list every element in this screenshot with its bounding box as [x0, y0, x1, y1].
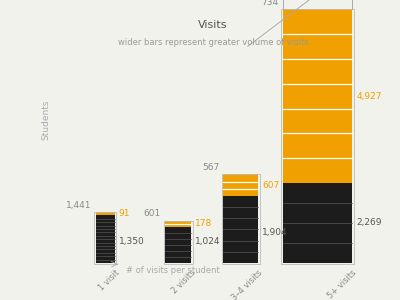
Text: 1,350: 1,350 [119, 237, 144, 246]
Bar [281, 9, 354, 264]
Bar [165, 220, 191, 227]
Text: 91: 91 [119, 209, 130, 218]
Bar [223, 175, 258, 196]
Text: 567: 567 [202, 163, 219, 172]
Bar [282, 9, 352, 183]
Text: 178: 178 [195, 219, 213, 228]
Bar [96, 215, 115, 263]
Text: 1,904: 1,904 [262, 228, 288, 237]
Bar [223, 196, 258, 263]
Text: 734: 734 [261, 0, 278, 7]
Text: # of visits per student: # of visits per student [126, 266, 220, 274]
Bar [282, 183, 352, 263]
Text: Students: Students [42, 99, 50, 140]
Text: 1,024: 1,024 [195, 237, 221, 246]
Text: Visits: Visits [198, 20, 228, 30]
Text: wider bars represent greater volume of visits: wider bars represent greater volume of v… [118, 38, 308, 47]
Bar [222, 175, 260, 264]
Text: 607: 607 [262, 181, 280, 190]
Text: 4,927: 4,927 [356, 92, 382, 101]
Text: 2 visits: 2 visits [170, 268, 198, 296]
Bar [94, 212, 116, 264]
Bar [165, 227, 191, 263]
Text: 1,441: 1,441 [66, 201, 91, 210]
Text: 1 visit: 1 visit [97, 268, 121, 292]
Text: 2,269: 2,269 [356, 218, 382, 227]
Text: 3–4 visits: 3–4 visits [230, 268, 264, 300]
Text: 601: 601 [144, 209, 161, 218]
Text: 5+ visits: 5+ visits [326, 268, 358, 300]
Bar [96, 212, 115, 215]
Bar [164, 220, 193, 264]
